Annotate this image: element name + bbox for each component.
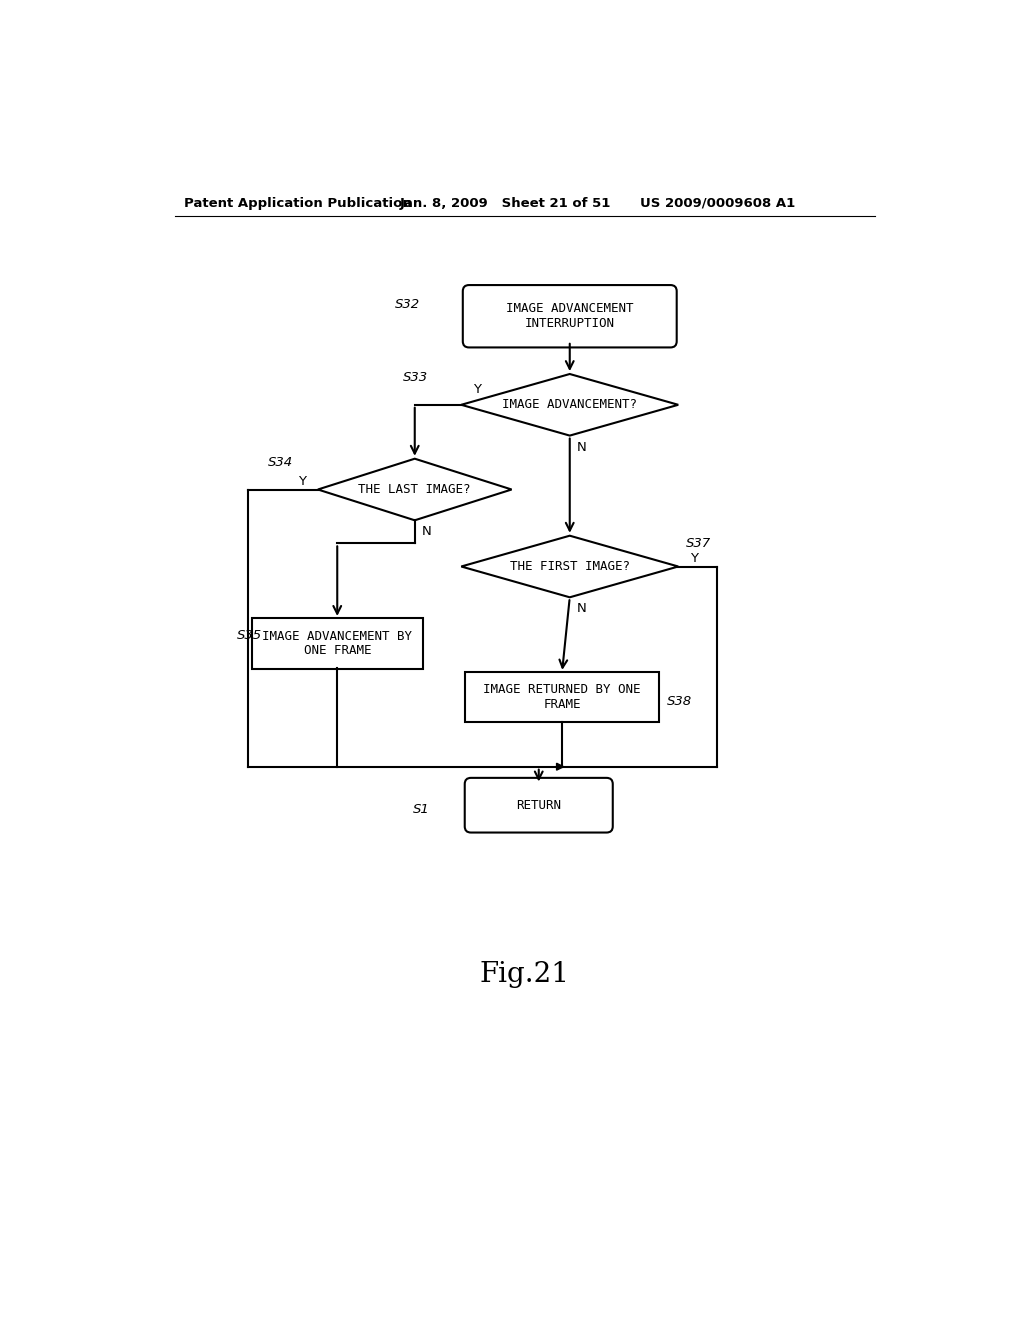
- Text: S32: S32: [395, 298, 421, 312]
- Polygon shape: [557, 763, 563, 770]
- Polygon shape: [317, 459, 512, 520]
- Text: Jan. 8, 2009   Sheet 21 of 51: Jan. 8, 2009 Sheet 21 of 51: [399, 197, 610, 210]
- Bar: [465, 672, 658, 722]
- Text: N: N: [422, 525, 431, 539]
- Text: THE LAST IMAGE?: THE LAST IMAGE?: [358, 483, 471, 496]
- Text: S33: S33: [403, 371, 428, 384]
- Text: N: N: [577, 602, 587, 615]
- Text: S38: S38: [667, 694, 692, 708]
- FancyBboxPatch shape: [463, 285, 677, 347]
- Text: S37: S37: [686, 537, 711, 550]
- Text: S35: S35: [237, 630, 261, 643]
- Text: Y: Y: [298, 475, 306, 488]
- Text: US 2009/0009608 A1: US 2009/0009608 A1: [640, 197, 795, 210]
- Text: IMAGE ADVANCEMENT BY
ONE FRAME: IMAGE ADVANCEMENT BY ONE FRAME: [262, 630, 413, 657]
- Text: RETURN: RETURN: [516, 799, 561, 812]
- Text: Patent Application Publication: Patent Application Publication: [183, 197, 412, 210]
- Text: IMAGE RETURNED BY ONE
FRAME: IMAGE RETURNED BY ONE FRAME: [483, 684, 641, 711]
- Text: Y: Y: [473, 383, 480, 396]
- Text: Y: Y: [690, 552, 697, 565]
- Polygon shape: [461, 536, 678, 597]
- Text: IMAGE ADVANCEMENT
INTERRUPTION: IMAGE ADVANCEMENT INTERRUPTION: [506, 302, 634, 330]
- Polygon shape: [461, 374, 678, 436]
- Text: S1: S1: [414, 803, 430, 816]
- FancyBboxPatch shape: [465, 777, 612, 833]
- Text: Fig.21: Fig.21: [480, 961, 569, 989]
- Bar: [252, 619, 423, 668]
- Text: N: N: [577, 441, 587, 454]
- Text: THE FIRST IMAGE?: THE FIRST IMAGE?: [510, 560, 630, 573]
- Text: IMAGE ADVANCEMENT?: IMAGE ADVANCEMENT?: [502, 399, 637, 412]
- Text: S34: S34: [267, 455, 293, 469]
